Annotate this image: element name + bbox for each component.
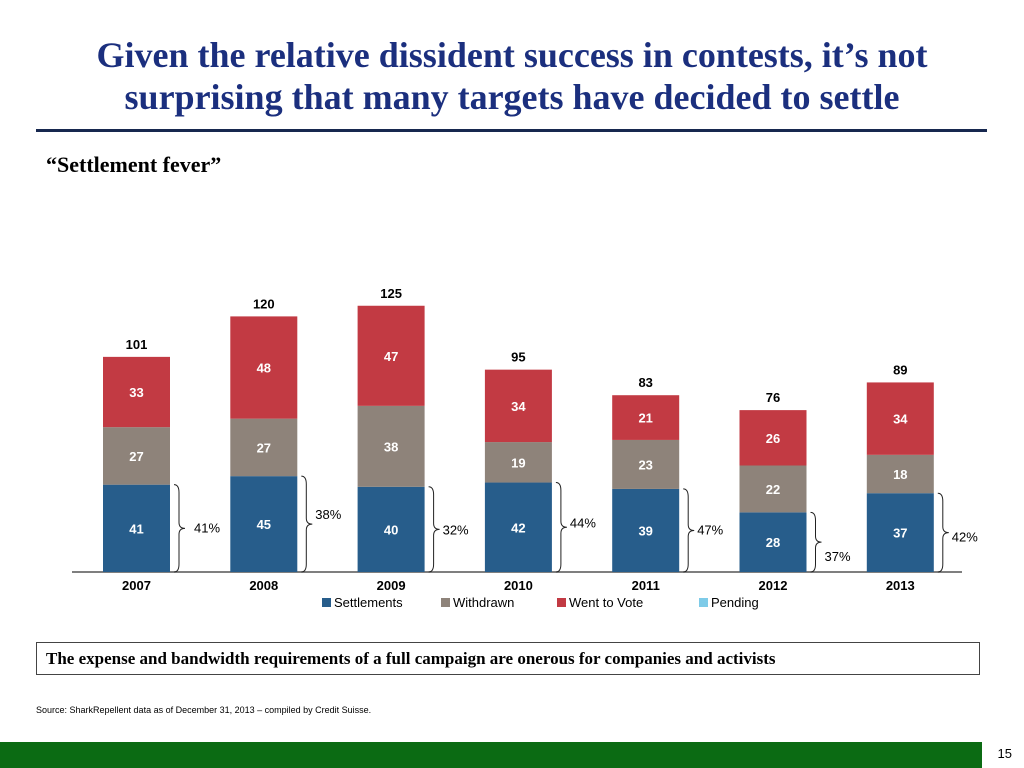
x-tick-label: 2007 xyxy=(122,578,151,593)
bar-value-label: 22 xyxy=(766,482,780,497)
bar-value-label: 21 xyxy=(638,411,652,426)
bar-segment-went-to-vote xyxy=(357,305,425,406)
legend-label: Settlements xyxy=(334,595,403,610)
bar-value-label: 42 xyxy=(511,520,525,535)
bar-segment-withdrawn xyxy=(357,405,425,487)
bar-segment-withdrawn xyxy=(484,442,552,483)
bar-segment-went-to-vote xyxy=(103,356,170,428)
settlement-share-label: 41% xyxy=(194,520,220,535)
stacked-bar-chart: 41 27 33 101 2007 41% 45 27 48 120 2008 38% 40 38 47 12… xyxy=(72,286,978,610)
settlement-brace xyxy=(683,488,695,573)
source-note: Source: SharkRepellent data as of Decemb… xyxy=(36,705,372,715)
bar-segment-withdrawn xyxy=(866,454,934,494)
legend-swatch-pending xyxy=(699,598,708,607)
bar-value-label: 34 xyxy=(511,399,526,414)
title-divider xyxy=(36,129,987,132)
bar-value-label: 23 xyxy=(638,457,652,472)
bar-segment-went-to-vote xyxy=(484,369,552,443)
settlement-brace xyxy=(173,484,186,573)
bar-segment-settlements xyxy=(230,476,298,572)
bar-segment-went-to-vote xyxy=(612,395,680,440)
bar-segment-settlements xyxy=(866,493,934,572)
x-tick-label: 2011 xyxy=(632,578,660,593)
settlement-share-label: 32% xyxy=(443,522,469,537)
bar-value-label: 27 xyxy=(129,449,143,464)
bar-segment-withdrawn xyxy=(230,418,298,477)
slide-title: Given the relative dissident success in … xyxy=(96,35,928,117)
bar-total-label: 125 xyxy=(380,286,402,301)
settlement-share-label: 44% xyxy=(570,515,596,530)
bar-segment-went-to-vote xyxy=(739,410,807,466)
bar-total-label: 101 xyxy=(126,337,148,352)
bar-segment-went-to-vote xyxy=(866,382,934,455)
bar-total-label: 120 xyxy=(253,296,275,311)
x-tick-label: 2008 xyxy=(249,578,278,593)
settlement-brace xyxy=(428,486,440,573)
bar-segment-withdrawn xyxy=(612,439,680,489)
legend-swatch-withdrawn xyxy=(441,598,450,607)
bar-value-label: 47 xyxy=(384,349,398,364)
chart-subtitle: “Settlement fever” xyxy=(46,152,222,177)
bar-value-label: 18 xyxy=(893,467,907,482)
bar-value-label: 39 xyxy=(638,523,652,538)
bar-value-label: 33 xyxy=(129,385,143,400)
settlement-share-label: 42% xyxy=(952,530,978,545)
settlement-share-label: 47% xyxy=(697,522,723,537)
x-tick-label: 2009 xyxy=(377,578,406,593)
settlement-brace xyxy=(937,492,949,573)
bar-total-label: 76 xyxy=(766,390,780,405)
settlement-share-label: 37% xyxy=(825,549,851,564)
bar-segment-settlements xyxy=(484,482,552,572)
callout-box: The expense and bandwidth requirements o… xyxy=(36,642,980,675)
bar-segment-withdrawn xyxy=(103,427,170,485)
bar-value-label: 48 xyxy=(257,361,271,376)
settlement-brace xyxy=(301,475,313,573)
bar-segment-settlements xyxy=(739,512,807,572)
bar-total-label: 89 xyxy=(893,362,907,377)
legend-swatch-went-to-vote xyxy=(557,598,566,607)
bar-value-label: 34 xyxy=(893,412,908,427)
settlement-brace xyxy=(555,482,567,573)
page-number: 15 xyxy=(997,746,1012,761)
bar-value-label: 45 xyxy=(257,517,271,532)
x-tick-label: 2013 xyxy=(886,578,915,593)
settlement-share-label: 38% xyxy=(315,507,341,522)
bar-value-label: 38 xyxy=(384,439,398,454)
legend-label: Withdrawn xyxy=(453,595,514,610)
bar-segment-settlements xyxy=(612,488,680,572)
legend-label: Went to Vote xyxy=(569,595,643,610)
settlement-brace xyxy=(810,511,822,573)
legend-label: Pending xyxy=(711,595,759,610)
bar-segment-settlements xyxy=(357,486,425,572)
bar-value-label: 27 xyxy=(257,440,271,455)
bar-value-label: 37 xyxy=(893,526,907,541)
bar-value-label: 41 xyxy=(129,521,143,536)
bar-total-label: 95 xyxy=(511,350,525,365)
bar-segment-withdrawn xyxy=(739,465,807,513)
bar-value-label: 26 xyxy=(766,431,780,446)
footer-bar xyxy=(0,742,982,768)
bar-value-label: 19 xyxy=(511,455,525,470)
bar-value-label: 28 xyxy=(766,535,780,550)
bar-segment-settlements xyxy=(103,484,170,572)
x-tick-label: 2010 xyxy=(504,578,533,593)
bar-value-label: 40 xyxy=(384,522,398,537)
bar-total-label: 83 xyxy=(638,375,652,390)
legend-swatch-settlements xyxy=(322,598,331,607)
x-tick-label: 2012 xyxy=(759,578,788,593)
bar-segment-went-to-vote xyxy=(230,316,298,419)
